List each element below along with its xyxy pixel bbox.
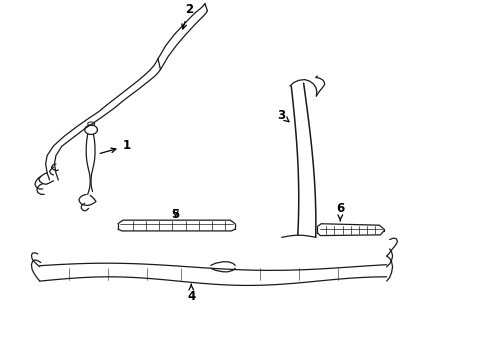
Text: 2: 2 (182, 3, 193, 29)
Text: 4: 4 (187, 284, 196, 303)
Text: 1: 1 (100, 139, 131, 153)
Text: 6: 6 (336, 202, 344, 221)
Text: 5: 5 (172, 208, 180, 221)
Text: 3: 3 (277, 109, 289, 122)
